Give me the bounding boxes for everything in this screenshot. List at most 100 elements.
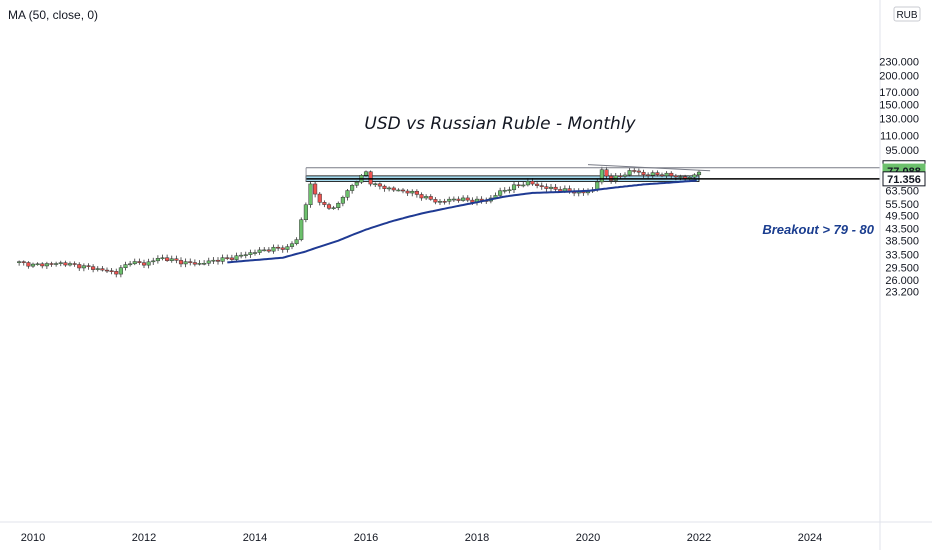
candle-body (659, 174, 665, 177)
candle-body (266, 249, 271, 252)
candle-body (544, 186, 549, 189)
candle-body (317, 193, 322, 203)
candle-body (521, 184, 526, 187)
y-tick-label: 49.500 (885, 211, 919, 223)
candle-body (160, 257, 165, 259)
currency-label: RUB (896, 10, 917, 21)
candle-body (220, 257, 225, 262)
candle-body (225, 257, 230, 259)
candle-body (271, 246, 276, 252)
currency-badge[interactable] (893, 6, 921, 22)
candle-body (151, 260, 156, 263)
y-tick-label: 110.000 (880, 130, 919, 142)
candle-body (165, 257, 170, 261)
y-tick-label: 150.000 (879, 99, 919, 111)
candle-body (525, 180, 530, 186)
candle-body (437, 201, 443, 203)
candle-body (465, 197, 470, 201)
x-tick-label: 2010 (21, 532, 45, 544)
candle-body (405, 190, 410, 194)
candle-body (174, 258, 179, 261)
indicator-label[interactable]: MA (50, close, 0) (8, 8, 98, 22)
candle-body (419, 194, 424, 199)
candle-body (678, 176, 683, 178)
y-tick-label: 38.500 (885, 236, 919, 248)
candle-body (155, 258, 160, 262)
y-tick-label: 26.000 (885, 275, 919, 287)
candle-body (109, 270, 114, 272)
y-tick-label: 29.500 (885, 262, 919, 274)
candle-body (77, 264, 82, 269)
candle-body (400, 189, 406, 192)
candle-body (21, 261, 26, 263)
candle-body (502, 189, 507, 192)
candle-body (410, 190, 415, 194)
x-tick-label: 2020 (576, 532, 600, 544)
candle-body (368, 171, 373, 185)
candle-body (262, 249, 267, 252)
candle-body (276, 246, 281, 249)
candle-body (442, 201, 447, 203)
y-tick-label: 95.000 (885, 145, 919, 157)
candle-body (192, 262, 197, 265)
candle-body (373, 183, 378, 186)
candle-body (137, 261, 142, 263)
candle-body (516, 184, 521, 187)
candle-body (86, 265, 91, 267)
candle-body (169, 258, 174, 261)
plot-area[interactable] (0, 0, 880, 522)
candle-body (308, 183, 313, 206)
candle-body (627, 170, 632, 176)
candle-body (234, 255, 239, 260)
candle-body (470, 199, 475, 203)
candle-body (44, 263, 49, 267)
candle-body (604, 169, 609, 177)
candle-body (118, 267, 123, 275)
candle-body (289, 243, 295, 247)
candle-body (424, 196, 429, 199)
candle-body (104, 269, 110, 272)
x-tick-label: 2014 (243, 532, 267, 544)
candle-body (673, 175, 678, 178)
y-tick-label: 130.000 (879, 114, 919, 126)
candle-body (229, 257, 234, 260)
candle-body (183, 261, 188, 265)
x-tick-label: 2012 (132, 532, 156, 544)
candle-body (322, 202, 327, 205)
candle-body (650, 172, 655, 176)
y-tick-label: 33.500 (885, 250, 919, 262)
time-axis[interactable]: 2010 2012 2014 2016 2018 2020 2022 2024 (21, 532, 822, 544)
price-badge (882, 171, 926, 187)
candle-body (30, 263, 36, 267)
candle-body (257, 249, 262, 253)
candle-body (206, 260, 211, 264)
candle-body (215, 259, 221, 262)
candle-body (336, 202, 341, 208)
x-tick-label: 2024 (798, 532, 822, 544)
candle-body (81, 265, 86, 269)
price-badge-label: 71.356 (887, 174, 921, 186)
y-tick-label: 170.000 (879, 87, 919, 99)
candle-body (396, 189, 401, 192)
candle-body (26, 262, 31, 267)
candle-body (188, 261, 193, 263)
candle-body (285, 246, 290, 250)
candle-body (646, 174, 651, 176)
candle-body (313, 183, 318, 195)
candle-body (114, 271, 119, 275)
candle-body (49, 263, 54, 265)
candle-body (511, 184, 517, 191)
candle-body (243, 254, 248, 256)
candle-body (91, 266, 96, 270)
candle-body (340, 196, 345, 204)
candle-body (655, 172, 660, 175)
candle-body (387, 187, 392, 190)
candle-body (632, 170, 637, 172)
descending-trendline (587, 164, 711, 172)
candle-body (553, 186, 558, 190)
candle-body (539, 185, 544, 187)
candle-body (498, 190, 503, 196)
price-badges: 79.70977.08871.356 (882, 160, 926, 187)
